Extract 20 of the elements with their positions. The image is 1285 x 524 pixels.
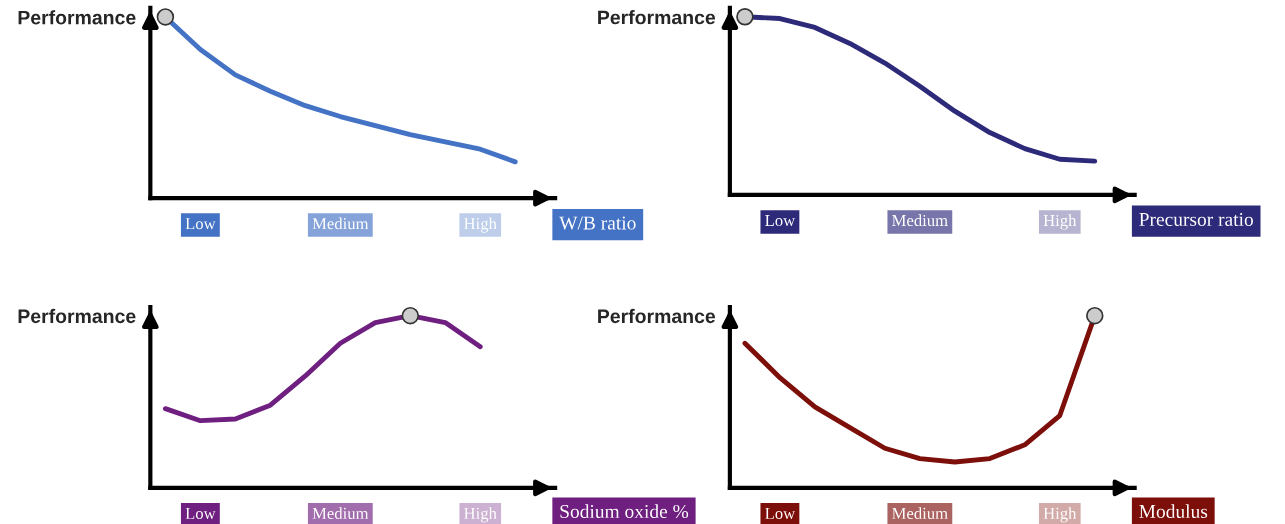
x-tick-label: Medium — [892, 507, 948, 520]
x-tick-label: Medium — [312, 507, 369, 520]
x-tick-label: Low — [185, 507, 216, 520]
y-axis-title: Performance — [598, 10, 716, 25]
x-tick-label: Low — [185, 218, 216, 230]
x-axis-title: Sodium oxide % — [560, 504, 689, 519]
y-axis-title: Performance — [18, 10, 136, 25]
x-tick-label: Low — [765, 507, 796, 520]
x-tick-label: Medium — [892, 214, 948, 227]
x-tick-label: Low — [765, 215, 796, 227]
x-tick-label: High — [1043, 507, 1077, 523]
x-tick-label: High — [464, 217, 497, 233]
x-tick-label: High — [1043, 214, 1077, 230]
x-axis-title: W/B ratio — [559, 216, 636, 230]
x-axis-title: Precursor ratio — [1139, 212, 1253, 226]
x-tick-label: Medium — [312, 217, 369, 230]
y-axis-title: Performance — [598, 308, 716, 324]
x-axis-title: Modulus — [1139, 504, 1208, 519]
y-axis-title: Performance — [18, 308, 136, 324]
x-tick-label: High — [464, 507, 497, 523]
